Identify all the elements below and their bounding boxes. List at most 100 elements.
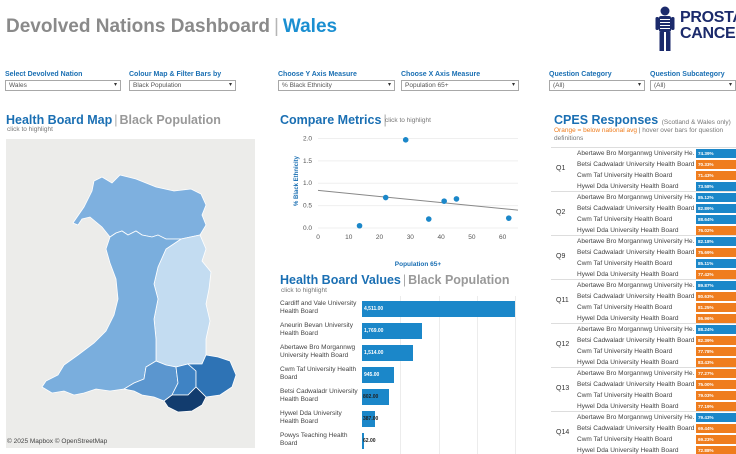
cpes-row[interactable]: Abertawe Bro Morgannwg University He... 7…	[577, 368, 736, 379]
x-axis-measure-select[interactable]: Population 65+ ▾	[401, 80, 519, 91]
hbv-row[interactable]: Aneurin Bevan University Health Board 1,7…	[280, 318, 524, 344]
cpes-percent-bar[interactable]: 81.25%	[696, 303, 736, 312]
cpes-row[interactable]: Abertawe Bro Morgannwg University He... 8…	[577, 280, 736, 291]
question-category-select[interactable]: (All) ▾	[549, 80, 645, 91]
cpes-percent-bar[interactable]: 82.39%	[696, 336, 736, 345]
cpes-row[interactable]: Hywel Dda University Health Board 72.88%	[577, 445, 736, 454]
cpes-percent-bar[interactable]: 86.96%	[696, 314, 736, 323]
cpes-percent-bar[interactable]: 88.24%	[696, 325, 736, 334]
cpes-percent-bar[interactable]: 82.18%	[696, 237, 736, 246]
cpes-row[interactable]: Betsi Cadwaladr University Health Board 8…	[577, 291, 736, 302]
cpes-row[interactable]: Abertawe Bro Morgannwg University He... 7…	[577, 148, 736, 159]
health-board-map[interactable]: © 2025 Mapbox © OpenStreetMap	[6, 139, 255, 448]
hbv-bar[interactable]	[362, 411, 376, 427]
cpes-row[interactable]: Hywel Dda University Health Board 77.42%	[577, 269, 736, 280]
cpes-row[interactable]: Cwm Taf University Health Board 77.78%	[577, 346, 736, 357]
cpes-percent-bar[interactable]: 69.44%	[696, 424, 736, 433]
cpes-row[interactable]: Abertawe Bro Morgannwg University He... 8…	[577, 324, 736, 335]
cpes-legend: Orange = below national avg | hover over…	[554, 127, 736, 143]
cpes-row[interactable]: Abertawe Bro Morgannwg University He... 8…	[577, 236, 736, 247]
cpes-percent-bar[interactable]: 89.87%	[696, 281, 736, 290]
hbv-row-label: Aneurin Bevan University Health Board	[280, 322, 353, 337]
cpes-percent-bar[interactable]: 72.88%	[696, 446, 736, 454]
cpes-percent-bar[interactable]: 85.11%	[696, 259, 736, 268]
hbv-row[interactable]: Betsi Cadwaladr University Health Board 8…	[280, 384, 524, 410]
cpes-row[interactable]: Abertawe Bro Morgannwg University He... 7…	[577, 412, 736, 423]
question-subcategory-select[interactable]: (All) ▾	[650, 80, 736, 91]
hbv-row[interactable]: Cwm Taf University Health Board 945.00	[280, 362, 524, 388]
scatter-point[interactable]	[453, 196, 460, 202]
cpes-row[interactable]: Cwm Taf University Health Board 69.23%	[577, 434, 736, 445]
cpes-row[interactable]: Betsi Cadwaladr University Health Board 8…	[577, 335, 736, 346]
scatter-point[interactable]	[425, 216, 432, 222]
hbv-bar[interactable]	[362, 433, 365, 449]
cpes-percent-bar[interactable]: 79.43%	[696, 413, 736, 422]
devolved-nation-select[interactable]: Wales ▾	[5, 80, 121, 91]
hbv-bar[interactable]	[362, 367, 395, 383]
cpes-row[interactable]: Cwm Taf University Health Board 71.43%	[577, 170, 736, 181]
cpes-row[interactable]: Hywel Dda University Health Board 86.96%	[577, 313, 736, 324]
logo-text-line1: PROSTATE	[680, 9, 736, 26]
cpes-row[interactable]: Hywel Dda University Health Board 76.02%	[577, 225, 736, 236]
hbv-bar[interactable]	[362, 389, 390, 405]
map-subtitle: Black Population	[119, 113, 221, 127]
map-hint: click to highlight	[7, 126, 53, 133]
cpes-percent-bar[interactable]: 70.33%	[696, 160, 736, 169]
cpes-percent-bar[interactable]: 77.42%	[696, 270, 736, 279]
cpes-percent-bar[interactable]: 69.23%	[696, 435, 736, 444]
man-figure-icon	[655, 6, 675, 51]
cpes-percent-bar[interactable]: 82.89%	[696, 204, 736, 213]
health-board-values-bar-chart[interactable]: Cardiff and Vale University Health Board…	[280, 296, 524, 454]
hbv-row[interactable]: Cardiff and Vale University Health Board…	[280, 296, 524, 322]
cpes-percent-bar[interactable]: 85.12%	[696, 193, 736, 202]
cpes-percent-bar[interactable]: 77.19%	[696, 402, 736, 411]
cpes-row[interactable]: Cwm Taf University Health Board 85.11%	[577, 258, 736, 269]
scatter-point[interactable]	[382, 194, 389, 201]
cpes-row[interactable]: Cwm Taf University Health Board 81.25%	[577, 302, 736, 313]
cpes-row[interactable]: Cwm Taf University Health Board 79.03%	[577, 390, 736, 401]
scatter-point[interactable]	[356, 222, 363, 229]
map-region-betsi-cadwaladr[interactable]	[72, 174, 207, 240]
cpes-row[interactable]: Hywel Dda University Health Board 73.58%	[577, 181, 736, 192]
cpes-row[interactable]: Betsi Cadwaladr University Health Board 7…	[577, 247, 736, 258]
hbv-row[interactable]: Powys Teaching Health Board 62.00	[280, 428, 524, 454]
cpes-row[interactable]: Hywel Dda University Health Board 83.43%	[577, 357, 736, 368]
cpes-percent-bar[interactable]: 71.43%	[696, 171, 736, 180]
cpes-percent-bar[interactable]: 75.69%	[696, 248, 736, 257]
cpes-percent-bar[interactable]: 73.58%	[696, 182, 736, 191]
map-title: Health Board Map	[6, 113, 113, 127]
cpes-percent-bar[interactable]: 76.02%	[696, 226, 736, 235]
cpes-row[interactable]: Betsi Cadwaladr University Health Board 8…	[577, 203, 736, 214]
cpes-percent-bar[interactable]: 77.27%	[696, 369, 736, 378]
cpes-percent-bar[interactable]: 83.43%	[696, 358, 736, 367]
hbv-row[interactable]: Abertawe Bro Morgannwg University Health…	[280, 340, 524, 366]
cpes-row[interactable]: Betsi Cadwaladr University Health Board 7…	[577, 159, 736, 170]
cpes-percent-bar[interactable]: 88.64%	[696, 215, 736, 224]
y-axis-measure-select[interactable]: % Black Ethnicity ▾	[278, 80, 395, 91]
map-region-aneurin-bevan[interactable]	[186, 354, 237, 398]
cpes-health-board: Abertawe Bro Morgannwg University He...	[577, 282, 695, 289]
hbv-bar[interactable]	[362, 323, 422, 339]
scatter-point[interactable]	[505, 215, 512, 221]
compare-metrics-scatter-chart[interactable]: % Black Ethnicity Population 65+ 0.0 0.5 1…	[282, 126, 522, 272]
filter-y-axis: Choose Y Axis Measure % Black Ethnicity ▾	[278, 71, 395, 91]
cpes-percent-bar[interactable]: 79.03%	[696, 391, 736, 400]
scatter-point[interactable]	[402, 137, 409, 143]
cpes-row[interactable]: Abertawe Bro Morgannwg University He... 8…	[577, 192, 736, 203]
cpes-percent-bar[interactable]: 77.78%	[696, 347, 736, 356]
cpes-percent-bar[interactable]: 80.63%	[696, 292, 736, 301]
cpes-row[interactable]: Betsi Cadwaladr University Health Board 7…	[577, 379, 736, 390]
hbv-bar[interactable]	[362, 345, 414, 361]
x-gridline	[476, 296, 478, 454]
cpes-question-label: Q2	[556, 209, 566, 216]
cpes-row[interactable]: Betsi Cadwaladr University Health Board 6…	[577, 423, 736, 434]
cpes-row[interactable]: Cwm Taf University Health Board 88.64%	[577, 214, 736, 225]
map-region-cardiff-and-vale[interactable]	[163, 386, 207, 413]
colour-map-select[interactable]: Black Population ▾	[129, 80, 236, 91]
cpes-percent-bar[interactable]: 74.39%	[696, 149, 736, 158]
cpes-percent-bar[interactable]: 75.00%	[696, 380, 736, 389]
hbv-bar[interactable]	[362, 301, 515, 317]
cpes-row[interactable]: Hywel Dda University Health Board 77.19%	[577, 401, 736, 412]
hbv-row[interactable]: Hywel Dda University Health Board 387.00	[280, 406, 524, 432]
scatter-point[interactable]	[441, 198, 447, 204]
